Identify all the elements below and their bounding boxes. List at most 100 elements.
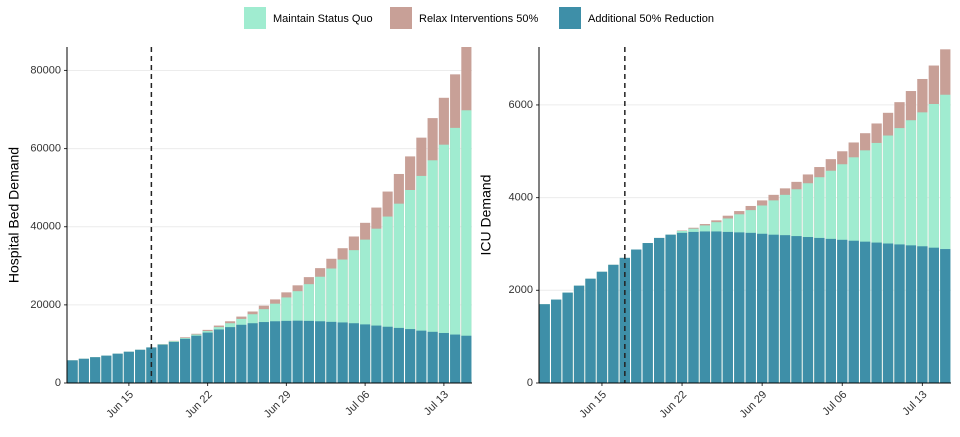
bar [348,250,359,383]
bar [90,357,101,383]
bar [427,160,438,383]
bar [654,237,665,383]
bar [371,325,382,383]
bar [688,231,699,383]
bar [539,304,550,383]
bar [745,232,756,383]
bar [882,243,894,383]
bar [596,271,608,383]
bar [303,320,314,383]
y-axis-label: ICU Demand [478,175,494,256]
bar [337,259,348,383]
y-axis-label: Hospital Bed Demand [6,147,22,283]
x-tick-label: Jul 06 [820,389,849,418]
bar [202,332,213,383]
bar [757,233,768,383]
bar [871,242,882,383]
x-tick-label: Jun 29 [262,389,294,421]
bar [247,323,258,383]
bar [585,278,596,383]
bar [940,249,951,383]
x-tick-label: Jul 13 [900,389,929,418]
bar [450,127,461,383]
bar [917,246,928,383]
bar [292,320,303,383]
bar [405,189,416,383]
y-tick-label: 4000 [509,192,533,204]
bar [894,244,905,383]
bar [699,231,711,383]
bar [631,249,642,383]
bar [940,94,951,384]
bar [860,241,871,383]
bar [848,240,859,383]
bar [101,355,112,383]
bar [393,203,404,383]
bar [427,331,438,383]
bar [438,144,449,383]
y-tick-label: 20000 [30,299,61,311]
bar [802,237,814,383]
x-tick-label: Jun 15 [104,389,136,421]
bar [450,334,461,383]
bar [905,245,917,383]
legend-label: Maintain Status Quo [273,13,373,25]
bar [928,104,939,383]
bar [382,216,393,383]
bar [78,358,89,383]
x-tick-label: Jul 06 [343,389,372,418]
y-tick-label: 0 [527,377,533,389]
bar [676,232,688,383]
bar [825,238,836,383]
bar [814,237,825,383]
bar [326,321,337,383]
bar [438,332,449,383]
bar [722,231,733,383]
x-tick-label: Jun 29 [738,389,770,421]
bar [258,322,269,383]
bar [135,349,146,383]
bar [123,351,134,383]
bar [779,235,791,383]
x-tick-label: Jun 15 [577,389,609,421]
y-tick-label: 6000 [509,99,533,111]
bar [405,329,416,383]
bar [562,292,573,383]
bar [665,234,676,383]
bar [371,228,382,383]
legend-label: Additional 50% Reduction [588,13,714,25]
x-tick-label: Jul 13 [422,389,451,418]
bar [360,324,371,383]
legend-label: Relax Interventions 50% [419,13,538,25]
bar [213,329,224,383]
bar [315,321,326,383]
bar [225,327,236,383]
bar [348,323,359,383]
bar [791,236,802,383]
bar [382,326,393,383]
bar [360,239,371,383]
legend-swatch [390,7,412,29]
bar [393,327,404,383]
bar [608,264,619,383]
bar [168,341,179,383]
bar [837,239,848,383]
y-tick-label: 0 [55,377,61,389]
bar [157,344,168,383]
bar [928,247,939,383]
bar [281,320,292,383]
bar [734,232,745,383]
bar [573,285,585,383]
bar [642,243,653,383]
y-tick-label: 60000 [30,142,61,154]
bar [551,299,562,383]
bar [191,335,202,383]
bar [416,175,427,383]
bar [180,338,191,383]
bar [461,335,472,383]
bar [67,360,78,383]
bar [711,231,722,383]
legend-swatch [559,7,581,29]
bar [337,322,348,383]
